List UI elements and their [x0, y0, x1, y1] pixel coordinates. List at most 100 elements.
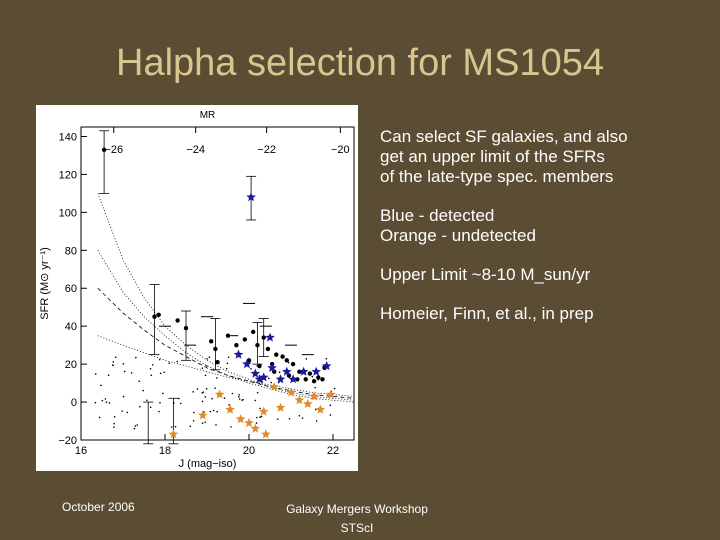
background-point: [259, 407, 261, 410]
model-curve-1: [97, 250, 355, 403]
bullet-reference: Homeier, Finn, et al., in prep: [380, 304, 594, 323]
data-point: [316, 375, 321, 380]
background-point: [204, 396, 207, 398]
background-point: [214, 387, 216, 389]
background-point: [146, 399, 148, 402]
undetected-star: [261, 429, 271, 439]
background-point: [151, 364, 154, 366]
y-axis-label: SFR (M⊙ yr⁻¹): [39, 247, 51, 319]
undetected-star: [258, 406, 269, 416]
plot-frame: [80, 126, 355, 441]
background-point: [123, 370, 126, 373]
background-point: [298, 414, 301, 417]
background-point: [104, 398, 107, 400]
background-point: [192, 419, 195, 422]
undetected-star: [198, 410, 208, 420]
background-point: [329, 404, 332, 406]
background-point: [138, 405, 141, 408]
background-point: [230, 426, 232, 428]
bullet-upper-limit: Upper Limit ~8-10 M_sun/yr: [380, 265, 591, 284]
x-tick-label: 20: [243, 445, 255, 457]
detected-star: [254, 374, 265, 384]
data-point: [175, 318, 180, 323]
slide-title: Halpha selection for MS1054: [116, 42, 604, 84]
background-point: [111, 364, 114, 366]
background-point: [268, 377, 270, 380]
background-point: [241, 399, 243, 401]
data-point: [303, 377, 308, 382]
background-point: [179, 402, 182, 405]
background-point: [189, 425, 192, 428]
background-point: [270, 381, 273, 384]
background-point: [193, 411, 195, 414]
background-point: [225, 367, 228, 370]
top-tick-label: −26: [104, 144, 123, 156]
background-point: [227, 356, 230, 359]
data-point: [274, 352, 279, 357]
background-point: [108, 402, 111, 404]
background-point: [150, 374, 153, 377]
background-point: [159, 401, 161, 404]
background-point: [315, 420, 318, 422]
background-point: [176, 360, 179, 363]
detected-star: [250, 368, 261, 378]
background-point: [204, 374, 207, 377]
background-point: [256, 416, 258, 419]
detected-star: [242, 359, 252, 369]
background-point: [122, 363, 125, 365]
undetected-star: [275, 402, 286, 412]
detected-star: [321, 361, 332, 371]
undetected-star: [309, 391, 319, 401]
background-point: [149, 406, 152, 409]
background-point: [133, 427, 136, 430]
background-point: [101, 399, 104, 402]
top-tick-label: −22: [257, 144, 276, 156]
background-point: [168, 362, 171, 364]
data-point: [311, 378, 317, 384]
data-point: [307, 371, 313, 376]
background-point: [206, 358, 208, 360]
background-point: [231, 392, 234, 395]
detected-star: [246, 192, 256, 202]
detected-star: [275, 374, 286, 384]
background-point: [113, 416, 116, 418]
background-point: [174, 425, 177, 428]
data-point: [280, 354, 285, 359]
background-point: [170, 426, 173, 428]
background-point: [122, 395, 125, 398]
data-point: [101, 147, 107, 152]
undetected-star: [214, 389, 225, 399]
data-point: [215, 360, 220, 365]
footer-date: October 2006: [62, 500, 135, 514]
background-point: [136, 424, 139, 426]
undetected-star: [269, 381, 279, 391]
y-tick-label: 120: [59, 169, 77, 181]
background-point: [314, 386, 316, 389]
bullet-sf-selection: Can select SF galaxies, and also get an …: [380, 127, 628, 186]
background-point: [201, 422, 204, 424]
bullet-list: Can select SF galaxies, and also get an …: [380, 127, 710, 343]
background-point: [112, 361, 115, 363]
background-point: [135, 356, 137, 359]
background-point: [208, 356, 211, 359]
background-point: [162, 392, 164, 395]
background-point: [216, 410, 218, 413]
data-point: [234, 342, 239, 348]
data-point: [261, 335, 266, 340]
detected-star: [265, 332, 275, 342]
background-point: [276, 418, 279, 420]
x-tick-label: 22: [327, 445, 339, 457]
detected-star: [267, 362, 277, 372]
detected-star: [282, 366, 292, 376]
x-axis-label: J (mag−iso): [179, 458, 237, 470]
background-point: [149, 367, 152, 370]
background-point: [105, 401, 108, 403]
background-point: [216, 377, 218, 379]
background-point: [238, 394, 240, 396]
background-point: [201, 367, 204, 369]
background-point: [94, 401, 97, 404]
background-point: [192, 391, 195, 393]
background-point: [205, 364, 208, 367]
background-point: [256, 391, 259, 394]
undetected-star: [326, 389, 336, 399]
